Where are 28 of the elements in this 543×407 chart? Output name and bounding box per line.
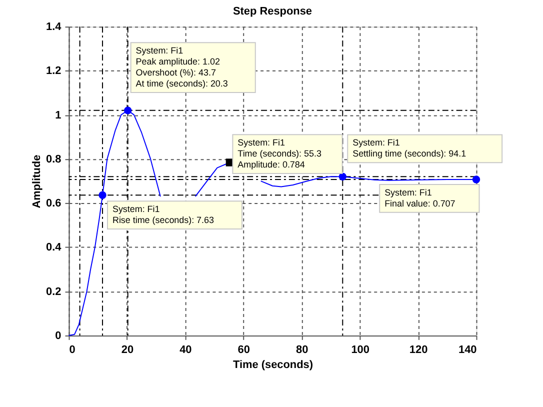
y-tick-label: 0.8: [46, 153, 62, 166]
x-tick-label: 60: [238, 344, 250, 356]
annotation: System: Fi1 Rise time (seconds): 7.63: [112, 204, 214, 226]
x-tick-label: 20: [121, 344, 134, 356]
y-tick-label: 1: [55, 109, 62, 122]
x-tick-label: 100: [351, 344, 370, 356]
point: [338, 172, 347, 180]
y-tick-label: 0.6: [46, 198, 62, 210]
chart-title: Step Response: [232, 6, 312, 18]
y-axis-title: Amplitude: [31, 154, 44, 208]
y-tick-label: 1.4: [46, 21, 62, 34]
annotation: System: Fi1 Settling time (seconds): 94.1: [352, 138, 466, 159]
point: [472, 176, 480, 184]
annotation: System: Fi1 Time (seconds): 55.3 Amplitude: 0.784: [238, 138, 322, 170]
y-tick-label: 1.2: [46, 65, 62, 78]
x-tick-label: 140: [458, 344, 477, 356]
y-tick-label: 0.4: [46, 242, 62, 254]
annotation: System: Fi1 Final value: 0.707: [384, 187, 456, 208]
x-axis-title: Time (seconds): [232, 358, 314, 371]
point: [98, 191, 106, 199]
x-tick-label: 40: [180, 344, 192, 356]
x-tick-label: 80: [296, 344, 308, 356]
annotation: System: Fi1 Peak amplitude: 1.02 Overshoot (%): 43.7 At time (seconds): 20.3: [136, 46, 228, 89]
y-tick-label: 0: [55, 330, 62, 342]
y-tick-label: 0.2: [46, 286, 62, 298]
x-tick-label: 0: [69, 344, 76, 356]
x-tick-label: 120: [409, 344, 428, 356]
point: [124, 106, 132, 114]
